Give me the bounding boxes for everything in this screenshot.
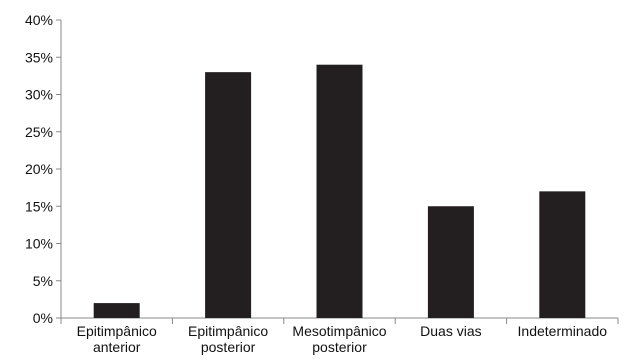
x-tick-label: posterior — [201, 339, 256, 355]
x-tick-label: anterior — [93, 339, 141, 355]
bar — [316, 64, 363, 318]
bar — [539, 191, 586, 318]
y-axis: 0% 5% 10% 15% 20% 25% 30% 35% 40% — [25, 12, 62, 326]
y-tick-label: 40% — [25, 12, 53, 28]
bar — [205, 72, 252, 319]
x-tick-label: Epitimpânico — [77, 323, 157, 339]
y-tick-label: 35% — [25, 49, 53, 65]
x-tick-label: Duas vias — [420, 323, 481, 339]
x-axis: EpitimpânicoanteriorEpitimpânicoposterio… — [60, 317, 619, 355]
bars — [93, 64, 586, 319]
y-tick-label: 5% — [33, 273, 53, 289]
x-tick-label: Mesotimpânico — [292, 323, 386, 339]
x-tick-label: Indeterminado — [518, 323, 608, 339]
x-tick-label: posterior — [312, 339, 367, 355]
bar — [427, 206, 474, 318]
y-tick-label: 15% — [25, 198, 53, 214]
bar — [93, 303, 140, 318]
y-tick-label: 20% — [25, 161, 53, 177]
y-tick-label: 25% — [25, 124, 53, 140]
y-tick-label: 10% — [25, 236, 53, 252]
y-tick-label: 30% — [25, 87, 53, 103]
y-tick-label: 0% — [33, 310, 53, 326]
x-tick-label: Epitimpânico — [188, 323, 268, 339]
